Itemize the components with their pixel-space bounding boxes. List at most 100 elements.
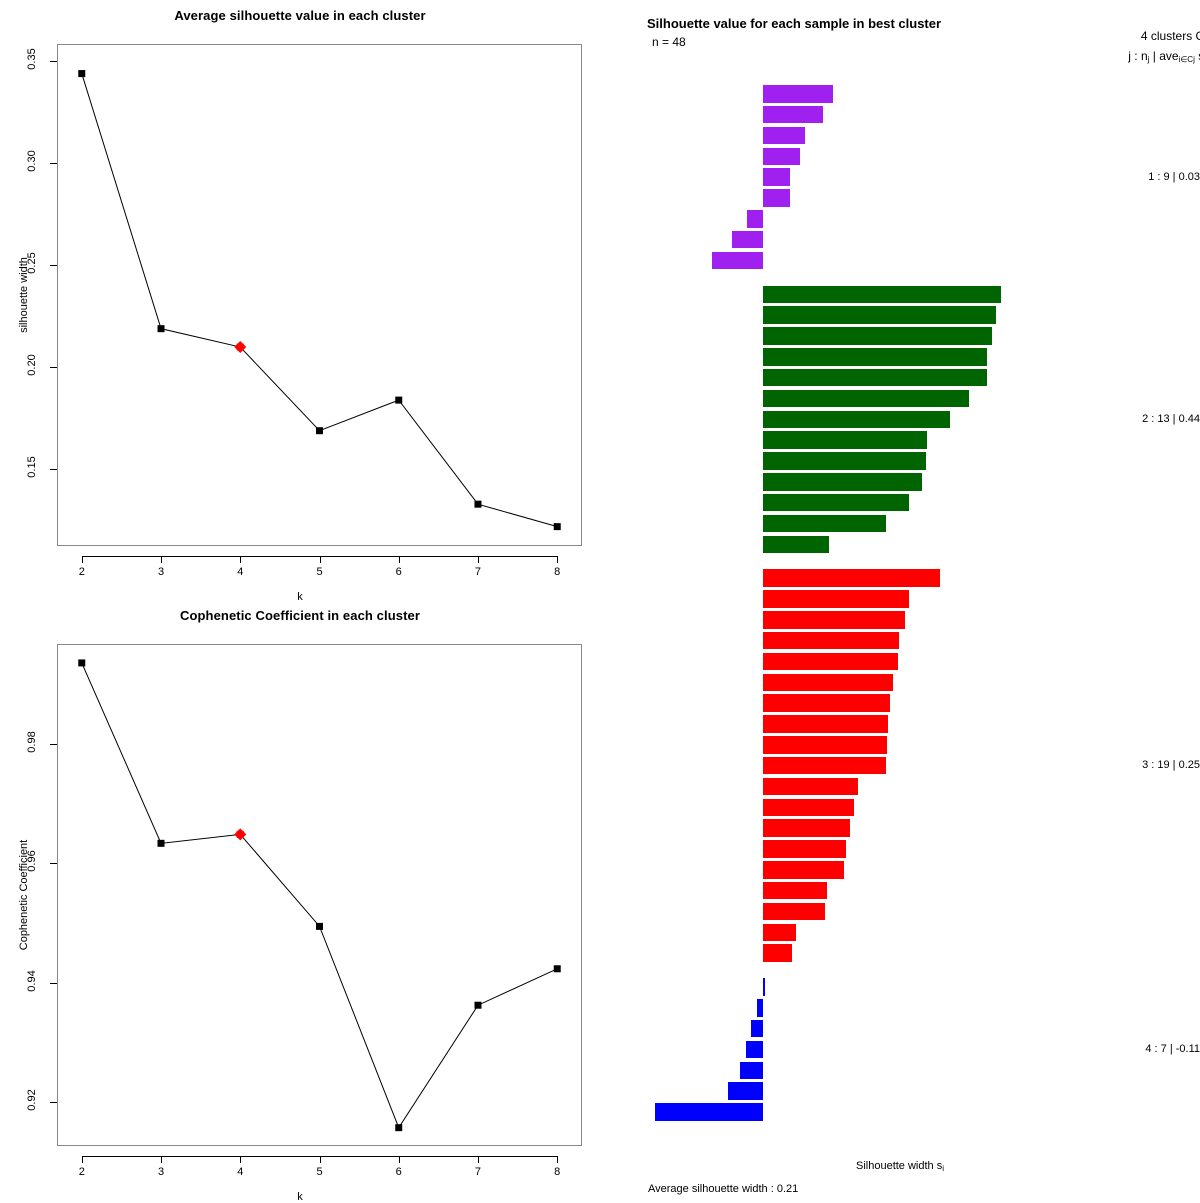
x-tick-label: 7: [474, 566, 482, 578]
silhouette-bar: [763, 569, 941, 587]
y-tick-label: 0.35: [26, 48, 38, 71]
x-tick-mark: [477, 556, 479, 563]
silhouette-bar: [731, 230, 763, 249]
silhouette-bar: [711, 251, 763, 270]
silhouette-bar: [763, 126, 805, 145]
x-tick-label: 5: [316, 1166, 323, 1178]
legend-clusters-text: 4 clusters C: [1140, 29, 1200, 43]
line-series-cophenetic: [78, 659, 561, 1132]
x-tick-mark: [398, 1156, 400, 1163]
silhouette-bar: [763, 389, 970, 408]
x-tick-label: 3: [157, 1166, 165, 1178]
silhouette-bar: [763, 902, 826, 921]
x-axis-label-cophenetic: k: [297, 1191, 303, 1203]
silhouette-bar: [763, 535, 829, 553]
y-tick-mark: [50, 1101, 57, 1103]
silhouette-bar: [763, 306, 996, 324]
silhouette-bar: [746, 210, 763, 228]
cluster-summary-label-1: 1 : 9 | 0.03: [1148, 170, 1200, 183]
x-tick-mark: [81, 1156, 83, 1163]
y-tick-mark: [50, 265, 57, 267]
data-point-marker: [395, 1124, 403, 1132]
average-silhouette-panel: Average silhouette value in each cluster…: [0, 0, 600, 603]
y-tick-mark: [50, 367, 57, 369]
x-tick-mark: [319, 1156, 321, 1163]
y-tick-label: 0.92: [26, 1089, 38, 1111]
legend-line-clusters: 4 clusters Cj: [1114, 28, 1200, 48]
silhouette-bar: [746, 1040, 763, 1059]
silhouette-bar: [727, 1082, 763, 1100]
silhouette-bar: [763, 473, 922, 491]
data-point-marker: [236, 343, 244, 351]
x-tick-label: 4: [237, 1166, 244, 1178]
y-tick-mark: [50, 743, 57, 745]
y-tick-label: 0.98: [26, 730, 38, 753]
y-tick-mark: [50, 163, 57, 165]
silhouette-bar: [763, 944, 793, 962]
silhouette-bar: [763, 348, 988, 366]
silhouette-bar: [655, 1103, 763, 1121]
y-tick-label: 0.30: [26, 150, 38, 173]
y-tick-label: 0.94: [26, 969, 38, 992]
x-tick-mark: [477, 1156, 479, 1163]
data-point-marker: [474, 500, 482, 508]
silhouette-bar: [763, 881, 828, 900]
silhouette-bar: [763, 493, 910, 512]
x-tick-label: 7: [474, 1166, 482, 1178]
cluster-summary-label-3: 3 : 19 | 0.25: [1142, 759, 1200, 772]
silhouette-bar: [763, 85, 833, 103]
x-axis-label-silhouette: Silhouette width si: [600, 1160, 1200, 1173]
silhouette-bar: [757, 999, 763, 1017]
silhouette-bar: [763, 777, 858, 796]
y-tick-label: 0.15: [26, 456, 38, 479]
data-point-marker: [316, 427, 323, 435]
legend-formula-sub-j: j: [1147, 55, 1150, 64]
legend-formula-b: | ave: [1149, 49, 1179, 63]
silhouette-bar: [763, 590, 910, 608]
silhouette-bar: [763, 147, 800, 165]
plot-area-average-silhouette: [57, 44, 582, 546]
y-tick-label: 0.25: [26, 252, 38, 275]
silhouette-bar: [763, 736, 888, 754]
x-tick-mark: [240, 556, 242, 563]
silhouette-bar: [763, 756, 887, 775]
legend-formula-a: j : n: [1128, 49, 1148, 63]
y-tick-mark: [50, 863, 57, 865]
x-tick-mark: [81, 556, 83, 563]
silhouette-legend: 4 clusters Cj j : nj | avei∈Cj si: [1114, 28, 1200, 68]
silhouette-bar: [763, 819, 851, 837]
x-axis-label-text: Silhouette width s: [856, 1160, 943, 1172]
silhouette-bar: [763, 694, 891, 712]
silhouette-bar: [763, 652, 898, 671]
x-tick-mark: [398, 556, 400, 563]
data-point-marker: [474, 1001, 482, 1009]
silhouette-bar: [763, 673, 893, 691]
data-point-marker: [157, 839, 165, 847]
cophenetic-coefficient-panel: Cophenetic Coefficient in each cluster C…: [0, 600, 600, 1203]
data-point-marker: [316, 922, 323, 930]
data-point-marker: [395, 396, 403, 404]
data-point-marker: [236, 830, 244, 838]
y-tick-label: 0.20: [26, 354, 38, 377]
x-tick-label: 5: [316, 566, 323, 578]
silhouette-bar: [763, 715, 889, 733]
x-axis-line: [81, 556, 558, 557]
x-tick-mark: [161, 556, 162, 563]
silhouette-bar: [763, 189, 790, 207]
silhouette-bar: [763, 923, 797, 941]
page-title-silhouette: Silhouette value for each sample in best…: [647, 16, 942, 31]
data-point-marker: [78, 70, 86, 78]
silhouette-bar: [763, 431, 928, 449]
legend-line-formula: j : nj | avei∈Cj si: [1114, 48, 1200, 68]
silhouette-bar: [739, 1061, 763, 1079]
silhouette-bar: [763, 327, 992, 345]
plot-area-cophenetic: [57, 644, 582, 1146]
x-tick-label: 2: [78, 566, 85, 578]
x-tick-label: 6: [395, 566, 402, 578]
silhouette-bar: [763, 410, 951, 428]
legend-formula-sub-icj: i∈Cj: [1178, 55, 1195, 64]
average-silhouette-width-footer: Average silhouette width : 0.21: [648, 1183, 799, 1195]
silhouette-bar: [763, 452, 926, 470]
x-tick-mark: [161, 1156, 162, 1163]
series-line: [81, 662, 558, 1129]
